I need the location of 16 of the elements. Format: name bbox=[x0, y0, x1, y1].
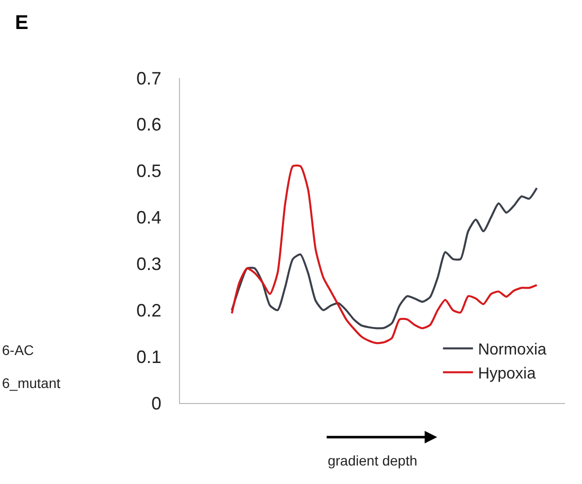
y-tick-label: 0.1 bbox=[136, 346, 162, 367]
line-series bbox=[230, 187, 538, 330]
y-tick-label: 0.4 bbox=[136, 208, 162, 228]
legend-label: Hypoxia bbox=[478, 365, 536, 382]
text: 6_mutant bbox=[2, 375, 60, 391]
y-tick-label: 0 bbox=[151, 393, 162, 414]
y-tick-label: 0.6 bbox=[136, 114, 162, 135]
text: 6-AC bbox=[2, 342, 34, 358]
legend-label: Normoxia bbox=[478, 342, 547, 359]
x-axis-title: gradient depth bbox=[328, 452, 418, 469]
y-tick-label: 0.5 bbox=[136, 161, 162, 182]
y-tick-label: 0.2 bbox=[136, 300, 162, 320]
y-tick-label: 0.3 bbox=[136, 254, 162, 274]
y-tick-label: 0.7 bbox=[136, 68, 162, 88]
text: E bbox=[15, 12, 28, 34]
line-series bbox=[230, 164, 538, 344]
